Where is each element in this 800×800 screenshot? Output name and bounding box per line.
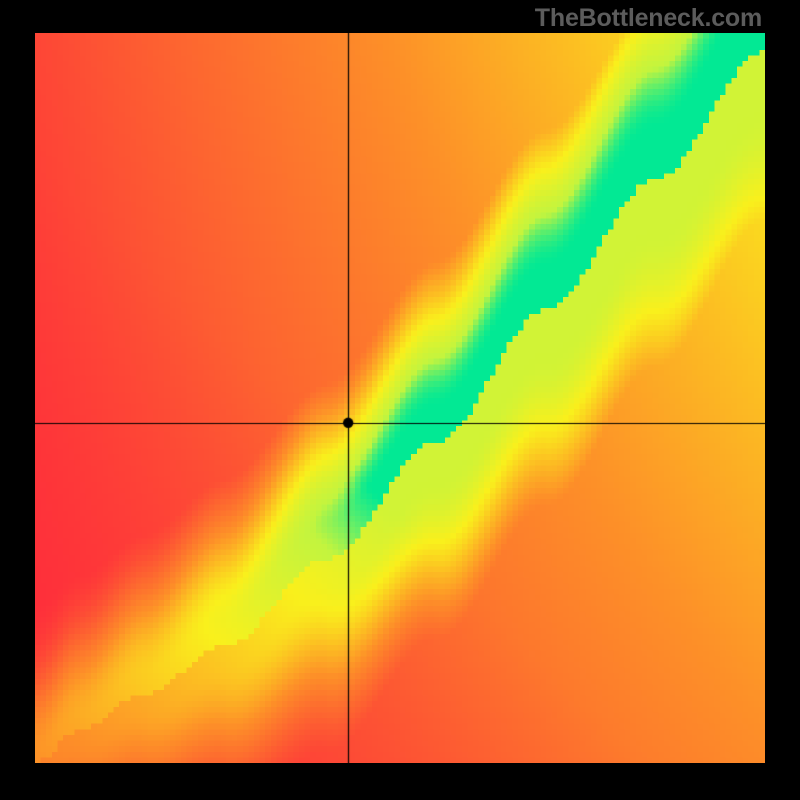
watermark-label: TheBottleneck.com xyxy=(535,4,762,33)
chart-container: TheBottleneck.com xyxy=(0,0,800,800)
crosshair-overlay xyxy=(35,33,765,763)
